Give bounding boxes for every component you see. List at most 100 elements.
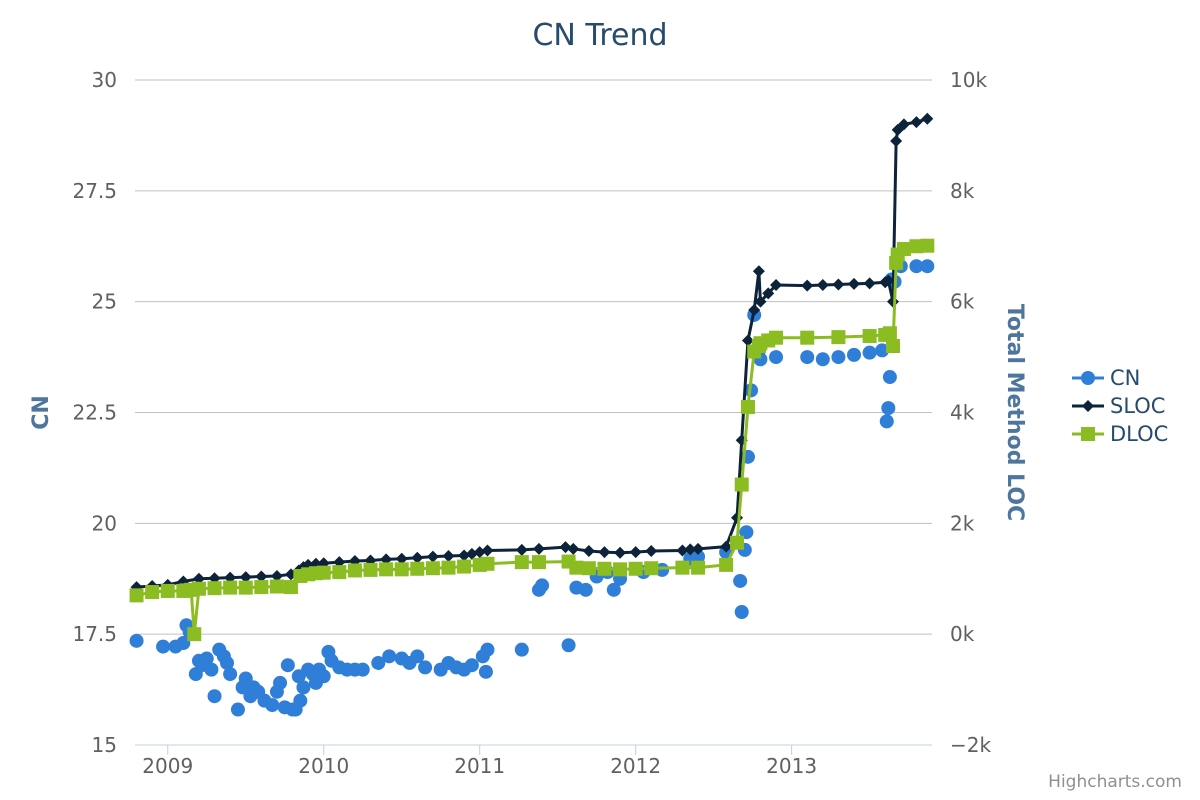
cn-data-point xyxy=(733,573,748,588)
cn-data-point xyxy=(882,370,897,385)
legend-label: DLOC xyxy=(1110,422,1169,446)
sloc-data-point xyxy=(890,134,903,147)
sloc-data-point xyxy=(897,118,910,131)
dloc-data-point xyxy=(332,565,347,580)
sloc-data-point xyxy=(458,549,471,562)
cn-data-point xyxy=(862,345,877,360)
sloc-data-point xyxy=(567,542,580,555)
cn-data-point xyxy=(881,401,896,416)
sloc-data-point xyxy=(629,546,642,559)
cn-data-point xyxy=(815,352,830,367)
y-left-tick-label: 25 xyxy=(92,290,117,314)
legend: CN SLOC DLOC xyxy=(1072,364,1168,448)
legend-item-sloc[interactable]: SLOC xyxy=(1072,392,1168,420)
sloc-data-point xyxy=(515,543,528,556)
dloc-data-point xyxy=(379,562,394,577)
dloc-data-point xyxy=(457,559,472,574)
cn-data-point xyxy=(561,638,576,653)
dloc-data-point xyxy=(531,555,546,570)
y-right-tick-label: 4k xyxy=(950,401,975,425)
dloc-data-point xyxy=(730,535,745,550)
sloc-data-point xyxy=(887,295,900,308)
sloc-data-point xyxy=(770,279,783,292)
sloc-data-point xyxy=(910,116,923,129)
dloc-data-point xyxy=(410,561,425,576)
sloc-data-point xyxy=(582,545,595,558)
dloc-data-point xyxy=(207,581,222,596)
dloc-data-point xyxy=(191,581,206,596)
sloc-data-point xyxy=(442,550,455,563)
cn-data-point xyxy=(606,582,621,597)
dloc-data-point xyxy=(719,557,734,572)
legend-item-dloc[interactable]: DLOC xyxy=(1072,420,1168,448)
dloc-data-point xyxy=(223,580,238,595)
dloc-data-point xyxy=(283,580,298,595)
cn-data-point xyxy=(156,639,171,654)
sloc-data-point xyxy=(741,334,754,347)
y-left-tick-label: 27.5 xyxy=(72,179,117,203)
y-right-tick-label: 10k xyxy=(950,68,987,92)
legend-label: SLOC xyxy=(1110,394,1166,418)
cn-data-point xyxy=(800,350,815,365)
credits-link[interactable]: Highcharts.com xyxy=(1048,772,1182,792)
legend-symbol-cn xyxy=(1072,371,1104,385)
dloc-data-point xyxy=(145,585,160,600)
sloc-data-point xyxy=(614,546,627,559)
dloc-data-point xyxy=(628,561,643,576)
cn-data-point xyxy=(230,702,245,717)
sloc-data-point xyxy=(255,570,268,583)
y-left-tick-label: 30 xyxy=(92,68,117,92)
y-left-tick-label: 17.5 xyxy=(72,622,117,646)
dloc-data-point xyxy=(238,580,253,595)
cn-data-point xyxy=(223,667,238,682)
sloc-data-point xyxy=(426,550,439,563)
sloc-data-point xyxy=(882,274,895,287)
cn-data-point xyxy=(879,414,894,429)
sloc-data-point xyxy=(395,552,408,565)
cn-data-point xyxy=(847,347,862,362)
cn-data-point xyxy=(382,649,397,664)
dloc-data-point xyxy=(347,563,362,578)
y-right-tick-label: 8k xyxy=(950,179,975,203)
cn-data-point xyxy=(691,549,706,564)
sloc-data-point xyxy=(465,547,478,560)
dloc-data-point xyxy=(597,561,612,576)
sloc-data-point xyxy=(801,279,814,292)
y-right-tick-label: 0k xyxy=(950,622,975,646)
legend-item-cn[interactable]: CN xyxy=(1072,364,1168,392)
sloc-data-point xyxy=(816,279,829,292)
dloc-data-point xyxy=(363,562,378,577)
cn-data-point xyxy=(920,259,935,274)
dloc-data-point xyxy=(769,330,784,345)
dloc-data-point xyxy=(160,583,175,598)
cn-data-point xyxy=(535,578,550,593)
cn-data-point xyxy=(480,642,495,657)
dloc-data-point xyxy=(691,560,706,575)
x-tick-label: 2012 xyxy=(610,754,661,778)
cn-data-point xyxy=(769,350,784,365)
sloc-data-point xyxy=(411,551,424,564)
sloc-data-point xyxy=(832,278,845,291)
sloc-data-point xyxy=(692,542,705,555)
cn-data-point xyxy=(739,525,754,540)
sloc-data-point xyxy=(863,277,876,290)
dloc-data-point xyxy=(254,580,269,595)
x-tick-label: 2013 xyxy=(766,754,817,778)
dloc-data-point xyxy=(269,579,284,594)
dloc-data-point xyxy=(187,627,202,642)
cn-data-point xyxy=(176,636,191,651)
sloc-data-point xyxy=(598,546,611,559)
x-tick-label: 2010 xyxy=(298,754,349,778)
sloc-data-point xyxy=(921,112,934,125)
dloc-data-point xyxy=(909,239,924,254)
y-right-tick-label: −2k xyxy=(950,733,991,757)
dloc-data-point xyxy=(920,238,935,253)
dloc-data-point xyxy=(581,561,596,576)
dloc-data-point xyxy=(129,588,144,603)
chart-title: CN Trend xyxy=(532,18,668,53)
sloc-data-point xyxy=(754,295,767,308)
cn-data-point xyxy=(296,680,311,695)
cn-data-point xyxy=(578,582,593,597)
cn-data-point xyxy=(418,660,433,675)
cn-data-point xyxy=(909,259,924,274)
